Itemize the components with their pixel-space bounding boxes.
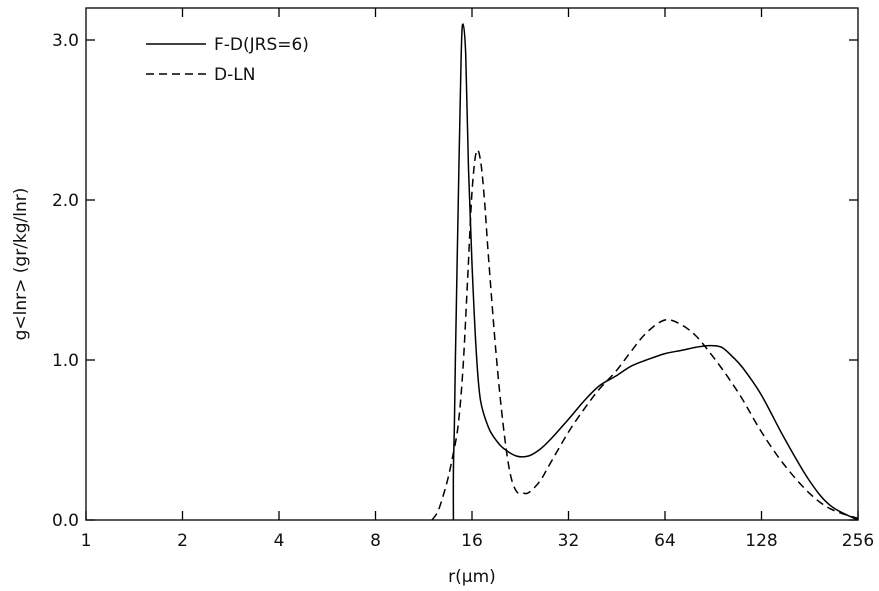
x-tick-label: 1 bbox=[81, 531, 92, 551]
y-axis: 0.0 1.0 2.0 3.0 bbox=[52, 31, 858, 531]
y-axis-title: g<lnr> (gr/kg/lnr) bbox=[11, 188, 31, 341]
x-tick-label: 128 bbox=[745, 531, 777, 551]
x-tick-label: 64 bbox=[654, 531, 676, 551]
x-tick-label: 4 bbox=[274, 531, 285, 551]
series-line-d-ln bbox=[431, 149, 859, 521]
y-tick-label: 0.0 bbox=[52, 511, 79, 531]
x-axis: 1 2 4 8 16 32 64 128 256 bbox=[81, 8, 874, 551]
series-line-f-d bbox=[452, 23, 859, 521]
legend-label: F-D(JRS=6) bbox=[214, 35, 309, 55]
x-tick-label: 8 bbox=[370, 531, 381, 551]
series-lines bbox=[431, 23, 859, 521]
y-tick-label: 1.0 bbox=[52, 351, 79, 371]
legend: F-D(JRS=6) D-LN bbox=[146, 35, 309, 85]
y-tick-label: 3.0 bbox=[52, 31, 79, 51]
x-tick-label: 16 bbox=[461, 531, 483, 551]
y-tick-label: 2.0 bbox=[52, 191, 79, 211]
x-tick-label: 256 bbox=[842, 531, 874, 551]
x-tick-label: 32 bbox=[558, 531, 580, 551]
x-axis-title: r(μm) bbox=[448, 567, 496, 587]
x-tick-label: 2 bbox=[177, 531, 188, 551]
legend-label: D-LN bbox=[214, 65, 255, 85]
